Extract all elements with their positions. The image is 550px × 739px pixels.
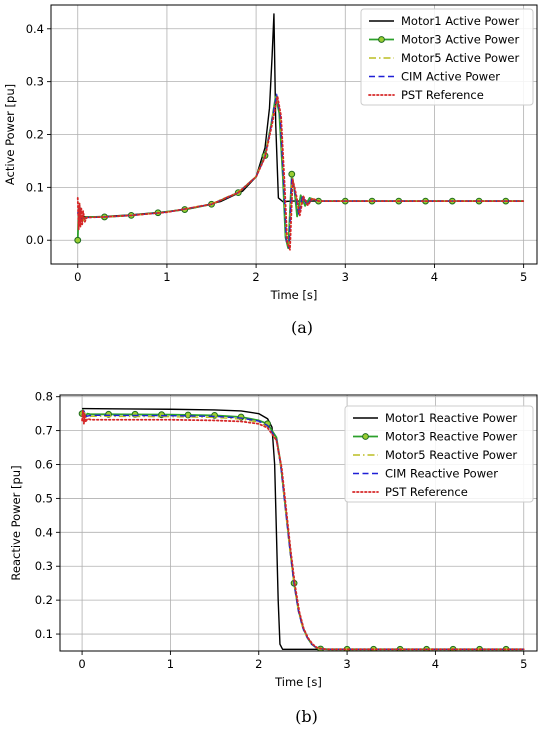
series-marker bbox=[288, 170, 296, 178]
y-tick-label: 0.2 bbox=[35, 593, 53, 607]
legend-entry: PST Reference bbox=[385, 485, 468, 499]
legend-entry: Motor5 Reactive Power bbox=[385, 448, 517, 462]
x-tick-label: 2 bbox=[255, 657, 262, 671]
legend-entry: Motor1 Reactive Power bbox=[385, 411, 517, 425]
y-tick-label: 0.2 bbox=[26, 128, 44, 142]
legend-marker bbox=[362, 433, 369, 440]
series-marker bbox=[184, 411, 192, 419]
series-group bbox=[74, 13, 525, 251]
y-tick-label: 0.7 bbox=[35, 424, 53, 438]
legend-box bbox=[360, 8, 534, 106]
legend-marker bbox=[378, 36, 385, 43]
y-tick-label: 0.3 bbox=[35, 559, 53, 573]
legend-entry: PST Reference bbox=[401, 88, 484, 102]
chart-a-active-power: 0 1 2 3 4 5 0.0 0.1 0.2 0.3 0.4 Time [s] Active Powe… bbox=[3, 4, 538, 337]
y-tick-label: 0.4 bbox=[26, 22, 44, 36]
x-tick-label: 2 bbox=[252, 270, 259, 284]
x-tick-label: 0 bbox=[74, 270, 81, 284]
legend-entry: Motor5 Active Power bbox=[401, 51, 519, 65]
axes-frame bbox=[59, 394, 538, 652]
series-line-1 bbox=[82, 407, 524, 650]
legend: Motor1 Active Power Motor3 Active Power Mo… bbox=[360, 8, 534, 106]
x-axis-label: Time [s] bbox=[270, 288, 318, 302]
y-tick-label: 0.4 bbox=[35, 525, 53, 539]
series-line-5 bbox=[81, 409, 525, 651]
x-tick-label: 3 bbox=[343, 657, 350, 671]
x-tick-label: 4 bbox=[431, 270, 438, 284]
legend: Motor1 Reactive Power Motor3 Reactive Pow… bbox=[344, 405, 534, 503]
x-tick-label: 1 bbox=[163, 270, 170, 284]
x-tick-label: 3 bbox=[342, 270, 349, 284]
y-tick-label: 0.3 bbox=[26, 75, 44, 89]
y-tick-label: 0.6 bbox=[35, 458, 53, 472]
chart-b-reactive-power: 0 1 2 3 4 5 0.1 0.2 0.3 0.4 0.5 0.6 0.7 0.8 Time [s] Re… bbox=[9, 390, 538, 726]
figure-caption: (a) bbox=[291, 318, 313, 337]
legend-entry: CIM Active Power bbox=[401, 70, 500, 84]
y-axis-label: Reactive Power [pu] bbox=[9, 465, 23, 580]
y-tick-label: 0.1 bbox=[26, 180, 44, 194]
y-tick-label: 0.0 bbox=[26, 233, 44, 247]
legend-entry: CIM Reactive Power bbox=[385, 467, 498, 481]
y-axis-label: Active Power [pu] bbox=[3, 84, 17, 185]
x-tick-label: 4 bbox=[432, 657, 439, 671]
x-tick-label: 5 bbox=[520, 270, 527, 284]
y-tick-label: 0.1 bbox=[35, 627, 53, 641]
series-line-5 bbox=[76, 95, 525, 251]
legend-entry: Motor3 Active Power bbox=[401, 33, 519, 47]
series-marker bbox=[74, 236, 82, 244]
x-tick-label: 1 bbox=[167, 657, 174, 671]
x-tick-label: 0 bbox=[78, 657, 85, 671]
figure-caption: (b) bbox=[295, 707, 318, 726]
y-tick-label: 0.5 bbox=[35, 491, 53, 505]
x-axis-label: Time [s] bbox=[274, 675, 322, 689]
y-tick-label: 0.8 bbox=[35, 390, 53, 404]
legend-entry: Motor3 Reactive Power bbox=[385, 430, 517, 444]
x-tick-label: 5 bbox=[520, 657, 527, 671]
legend-entry: Motor1 Active Power bbox=[401, 14, 519, 28]
legend-box bbox=[344, 405, 534, 503]
series-group bbox=[78, 407, 525, 651]
